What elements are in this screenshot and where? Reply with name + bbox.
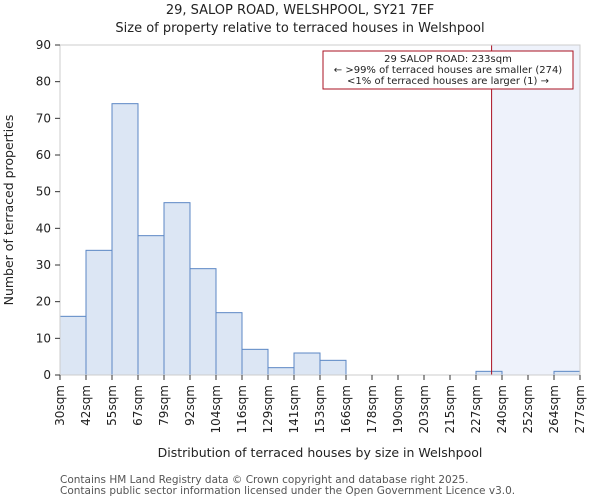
marker-annotation: 29 SALOP ROAD: 233sqm ← >99% of terraced…	[322, 50, 574, 90]
x-tick-label: 190sqm	[391, 385, 405, 433]
x-tick-label: 129sqm	[261, 385, 275, 433]
y-tick-label: 90	[36, 38, 51, 52]
y-tick-label: 70	[36, 111, 51, 125]
bar-55sqm	[111, 103, 139, 376]
bar-227sqm	[475, 370, 503, 376]
y-tick-label: 80	[36, 75, 51, 89]
y-axis-label: Number of terraced properties	[1, 115, 16, 306]
x-tick-label: 55sqm	[105, 385, 119, 426]
y-tick-label: 0	[43, 368, 51, 382]
y-tick-label: 20	[36, 295, 51, 309]
bar-153sqm	[319, 359, 347, 376]
bar-264sqm	[553, 370, 581, 376]
x-tick-label: 92sqm	[183, 385, 197, 426]
bar-129sqm	[267, 367, 295, 376]
x-tick-label: 116sqm	[235, 385, 249, 433]
x-tick-label: 240sqm	[495, 385, 509, 433]
x-tick-label: 166sqm	[339, 385, 353, 433]
x-tick-label: 277sqm	[573, 385, 587, 433]
footer-line-1: Contains HM Land Registry data © Crown c…	[60, 474, 469, 486]
bar-116sqm	[241, 348, 269, 376]
x-axis: 30sqm 42sqm 55sqm 67sqm 79sqm 92sqm 104sqm 116s…	[53, 375, 587, 433]
bars	[59, 103, 581, 376]
highlight-region	[491, 45, 580, 375]
x-tick-label: 42sqm	[79, 385, 93, 426]
annotation-line-1: 29 SALOP ROAD: 233sqm	[384, 54, 512, 65]
bar-30sqm	[59, 315, 87, 376]
footer-line-2: Contains public sector information licen…	[60, 485, 516, 497]
annotation-line-2: ← >99% of terraced houses are smaller (2…	[334, 65, 563, 76]
bar-42sqm	[85, 249, 113, 376]
x-tick-label: 252sqm	[521, 385, 535, 433]
bar-79sqm	[163, 202, 191, 376]
x-tick-label: 79sqm	[157, 385, 171, 426]
chart-subtitle: Size of property relative to terraced ho…	[115, 21, 484, 36]
bar-92sqm	[189, 268, 217, 376]
x-tick-label: 227sqm	[469, 385, 483, 433]
x-tick-label: 215sqm	[443, 385, 457, 433]
chart: 29, SALOP ROAD, WELSHPOOL, SY21 7EF Size…	[1, 3, 587, 460]
x-tick-label: 104sqm	[209, 385, 223, 433]
x-tick-label: 203sqm	[417, 385, 431, 433]
annotation-line-3: <1% of terraced houses are larger (1) →	[347, 76, 549, 87]
x-tick-label: 178sqm	[365, 385, 379, 433]
y-tick-label: 10	[36, 331, 51, 345]
x-tick-label: 264sqm	[547, 385, 561, 433]
highlight-rect	[491, 45, 580, 375]
x-tick-label: 153sqm	[313, 385, 327, 433]
bar-141sqm	[293, 352, 321, 376]
annotation-box	[322, 50, 574, 90]
x-tick-label: 30sqm	[53, 385, 67, 426]
y-tick-label: 60	[36, 148, 51, 162]
y-tick-label: 30	[36, 258, 51, 272]
y-axis: 0 10 20 30 40 50 60 70 80 90	[36, 38, 60, 382]
y-tick-label: 40	[36, 221, 51, 235]
bar-104sqm	[215, 312, 243, 376]
x-tick-label: 67sqm	[131, 385, 145, 426]
x-axis-label: Distribution of terraced houses by size …	[158, 445, 483, 460]
bar-67sqm	[137, 235, 165, 376]
x-tick-label: 141sqm	[287, 385, 301, 433]
y-tick-label: 50	[36, 185, 51, 199]
chart-title: 29, SALOP ROAD, WELSHPOOL, SY21 7EF	[166, 3, 434, 18]
